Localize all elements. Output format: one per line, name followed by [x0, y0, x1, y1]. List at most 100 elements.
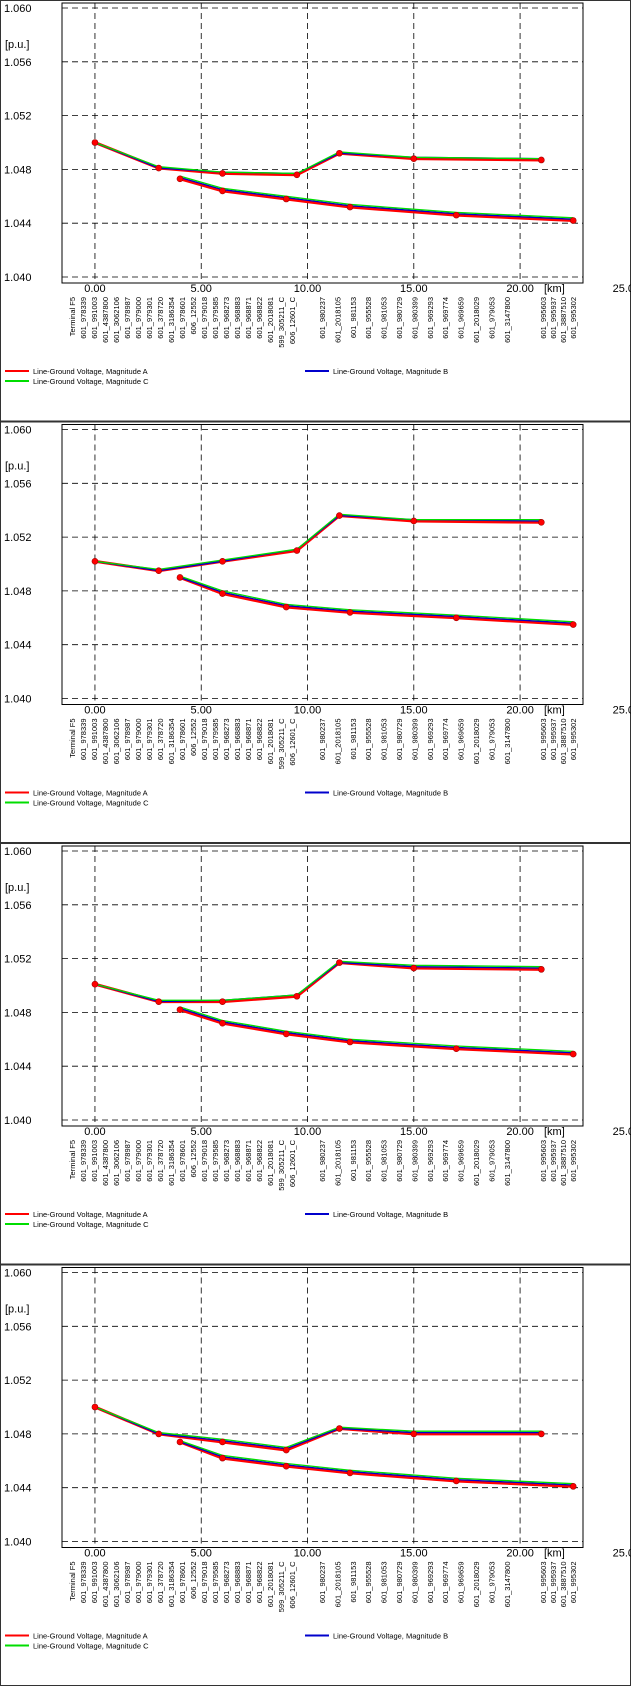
node-label: 601_980237: [318, 719, 327, 761]
node-marker: [538, 156, 545, 164]
node-marker: [219, 998, 226, 1005]
node-label: 601_980399: [410, 297, 419, 339]
node-label: 601_979585: [211, 719, 220, 761]
node-marker: [91, 139, 99, 146]
node-label: 601_378720: [156, 1140, 165, 1182]
node-label: 601_978339: [79, 1140, 88, 1182]
x-tick-label: 5.00: [191, 283, 212, 295]
node-marker: [219, 590, 226, 597]
node-label: 601_981153: [349, 1562, 358, 1603]
node-label: 601_979585: [211, 1562, 220, 1604]
node-label: 601_2018081: [266, 719, 275, 765]
node-marker: [282, 1030, 290, 1038]
node-label: 601_978601: [178, 1140, 187, 1182]
node-label: Terminal F5: [68, 297, 77, 336]
chart-panel: 1.040 1.044 1.048 1.052 1.056 1.060 0.00 5.00 10…: [0, 843, 631, 1265]
node-label: 601_968871: [244, 719, 253, 761]
legend-label: Line-Ground Voltage, Magnitude C: [33, 799, 149, 808]
y-tick-label: 1.056: [4, 57, 32, 69]
node-label: 601_995937: [549, 1562, 558, 1604]
node-marker: [282, 1462, 290, 1470]
node-marker: [91, 558, 99, 565]
node-label: 601_2018105: [333, 297, 342, 343]
y-tick-label: 1.040: [4, 1115, 32, 1127]
node-label: 601_980399: [410, 1140, 419, 1182]
node-label: 601_2018081: [266, 1562, 275, 1608]
node-marker: [155, 1430, 163, 1438]
node-marker: [410, 517, 418, 525]
node-label: 601_969659: [457, 297, 466, 339]
y-unit: [p.u.]: [5, 461, 29, 473]
node-marker: [569, 621, 577, 628]
node-label: 601_978987: [123, 1562, 132, 1604]
node-marker: [91, 1403, 99, 1411]
y-tick-label: 1.048: [4, 586, 32, 598]
node-label: 601_979000: [134, 719, 143, 761]
node-label: 601_995603: [539, 1562, 548, 1604]
y-tick-label: 1.040: [4, 694, 32, 706]
node-label: 601_968871: [244, 1140, 253, 1182]
node-marker: [219, 1438, 226, 1446]
node-label: 601_995937: [549, 1140, 558, 1182]
node-marker: [410, 1430, 418, 1438]
node-marker: [346, 609, 354, 616]
node-label: 601_995603: [539, 1140, 548, 1182]
x-tick-label: 20.00: [506, 1126, 534, 1138]
x-unit: [km]: [544, 705, 565, 717]
y-unit: [p.u.]: [5, 882, 29, 894]
legend-label: Line-Ground Voltage, Magnitude C: [33, 1642, 149, 1651]
node-label: 606_12552: [189, 719, 198, 757]
node-label: 601_4387800: [101, 297, 110, 343]
y-tick-label: 1.052: [4, 532, 32, 544]
node-label: 601_995603: [539, 719, 548, 761]
node-label: 601_980729: [395, 1562, 404, 1604]
node-marker: [453, 211, 460, 219]
node-label: 601_981053: [380, 1562, 389, 1604]
node-label: 601_979053: [487, 1140, 496, 1182]
node-label: 601_969293: [426, 1562, 435, 1604]
node-label: 601_968871: [244, 1562, 253, 1604]
node-marker: [453, 1045, 460, 1053]
node-label: 601_979018: [200, 297, 209, 339]
x-unit: [km]: [544, 1548, 565, 1560]
node-label: Terminal F5: [68, 1140, 77, 1179]
node-label: 601_968822: [255, 1140, 264, 1182]
node-marker: [569, 1483, 577, 1490]
node-label: 601_978601: [178, 1562, 187, 1604]
node-label: 601_968273: [222, 1140, 231, 1182]
x-tick-label: 25.00: [613, 705, 631, 717]
node-label: 601_980237: [318, 297, 327, 339]
plot-area: [61, 1267, 584, 1548]
node-label: 601_3147800: [503, 1140, 512, 1186]
x-unit: [km]: [544, 283, 565, 295]
node-marker: [155, 164, 163, 172]
node-label: 601_978339: [79, 719, 88, 761]
node-label: 601_2018029: [472, 1140, 481, 1186]
y-tick-label: 1.052: [4, 954, 32, 966]
y-tick-label: 1.052: [4, 111, 32, 123]
legend-label: Line-Ground Voltage, Magnitude C: [33, 1220, 149, 1229]
node-label: 601_3887510: [559, 1140, 568, 1186]
y-tick-label: 1.056: [4, 1321, 32, 1333]
node-marker: [336, 1425, 343, 1432]
node-label: 601_4387800: [101, 719, 110, 765]
node-label: 601_955528: [364, 719, 373, 761]
node-marker: [538, 966, 545, 973]
node-label: 601_969293: [426, 297, 435, 339]
plot-area: [61, 2, 584, 284]
node-label: 601_995937: [549, 719, 558, 761]
node-marker: [336, 512, 343, 519]
legend-label: Line-Ground Voltage, Magnitude A: [33, 789, 148, 798]
node-label: 601_978601: [178, 719, 187, 761]
node-marker: [155, 567, 163, 575]
node-marker: [453, 614, 460, 622]
y-tick-label: 1.044: [4, 1061, 32, 1073]
node-marker: [569, 1050, 577, 1058]
node-marker: [293, 171, 301, 179]
node-label: 601_955528: [364, 1562, 373, 1604]
node-label: 601_968883: [233, 1140, 242, 1182]
node-label: 601_968822: [255, 719, 264, 761]
x-tick-label: 0.00: [84, 1126, 105, 1138]
plot-area: [61, 424, 584, 705]
